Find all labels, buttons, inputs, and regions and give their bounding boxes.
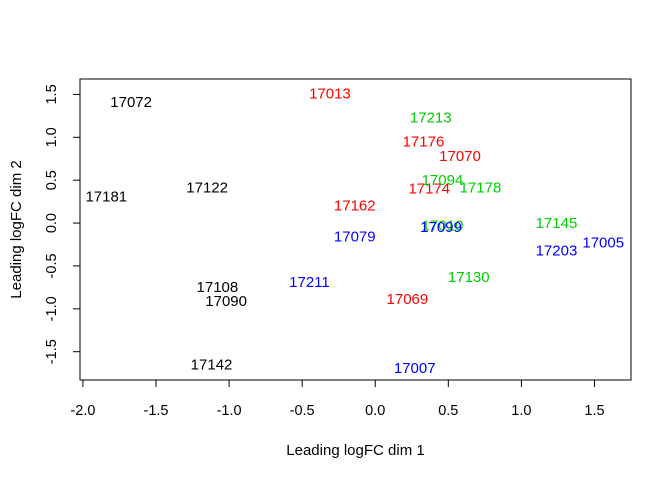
sample-label: 17122 bbox=[186, 180, 228, 197]
y-tick-label: 1.0 bbox=[44, 127, 60, 147]
x-tick-label: 0.5 bbox=[438, 403, 458, 419]
y-tick-label: -1.5 bbox=[44, 339, 60, 364]
x-tick-label: -1.0 bbox=[217, 403, 242, 419]
x-axis-title: Leading logFC dim 1 bbox=[286, 442, 424, 459]
sample-label: 17203 bbox=[536, 242, 578, 259]
x-tick-label: -0.5 bbox=[290, 403, 315, 419]
sample-label: 17174 bbox=[408, 181, 450, 198]
sample-label: 17005 bbox=[582, 235, 624, 252]
sample-label: 17213 bbox=[410, 109, 452, 126]
x-axis: -2.0 -1.5 -1.0 -0.5 0.0 0.5 1.0 1.5 bbox=[70, 379, 605, 419]
sample-label: 17094 bbox=[422, 172, 464, 189]
sample-label: 17007 bbox=[394, 360, 436, 377]
sample-label: 17079 bbox=[334, 229, 376, 246]
sample-label: 17010 bbox=[422, 217, 464, 234]
sample-label: 17130 bbox=[448, 269, 490, 286]
y-tick-label: -0.5 bbox=[44, 253, 60, 278]
sample-label: 17176 bbox=[403, 133, 445, 150]
sample-label: 17142 bbox=[191, 356, 233, 373]
sample-label: 17108 bbox=[197, 279, 239, 296]
y-tick-label: 1.5 bbox=[44, 84, 60, 104]
sample-label: 17099 bbox=[420, 219, 462, 236]
sample-label: 17072 bbox=[110, 94, 152, 111]
sample-label: 17181 bbox=[85, 188, 127, 205]
sample-label: 17090 bbox=[205, 293, 247, 310]
sample-label: 17145 bbox=[536, 215, 578, 232]
x-tick-label: 0.0 bbox=[365, 403, 385, 419]
y-tick-label: 0.5 bbox=[44, 170, 60, 190]
y-tick-label: 0.0 bbox=[44, 213, 60, 233]
sample-label: 17013 bbox=[309, 85, 351, 102]
x-tick-label: -2.0 bbox=[70, 403, 95, 419]
sample-label: 17070 bbox=[439, 148, 481, 165]
sample-label: 17162 bbox=[334, 198, 376, 215]
x-tick-label: -1.5 bbox=[144, 403, 169, 419]
y-axis-title: Leading logFC dim 2 bbox=[8, 160, 25, 298]
x-tick-label: 1.0 bbox=[511, 403, 531, 419]
x-tick-label: 1.5 bbox=[584, 403, 604, 419]
sample-label: 17178 bbox=[460, 180, 502, 197]
sample-label: 17211 bbox=[289, 274, 330, 291]
y-axis: -1.5 -1.0 -0.5 0.0 0.5 1.0 1.5 bbox=[44, 84, 81, 364]
y-tick-label: -1.0 bbox=[44, 296, 60, 321]
sample-label: 17069 bbox=[387, 291, 429, 308]
